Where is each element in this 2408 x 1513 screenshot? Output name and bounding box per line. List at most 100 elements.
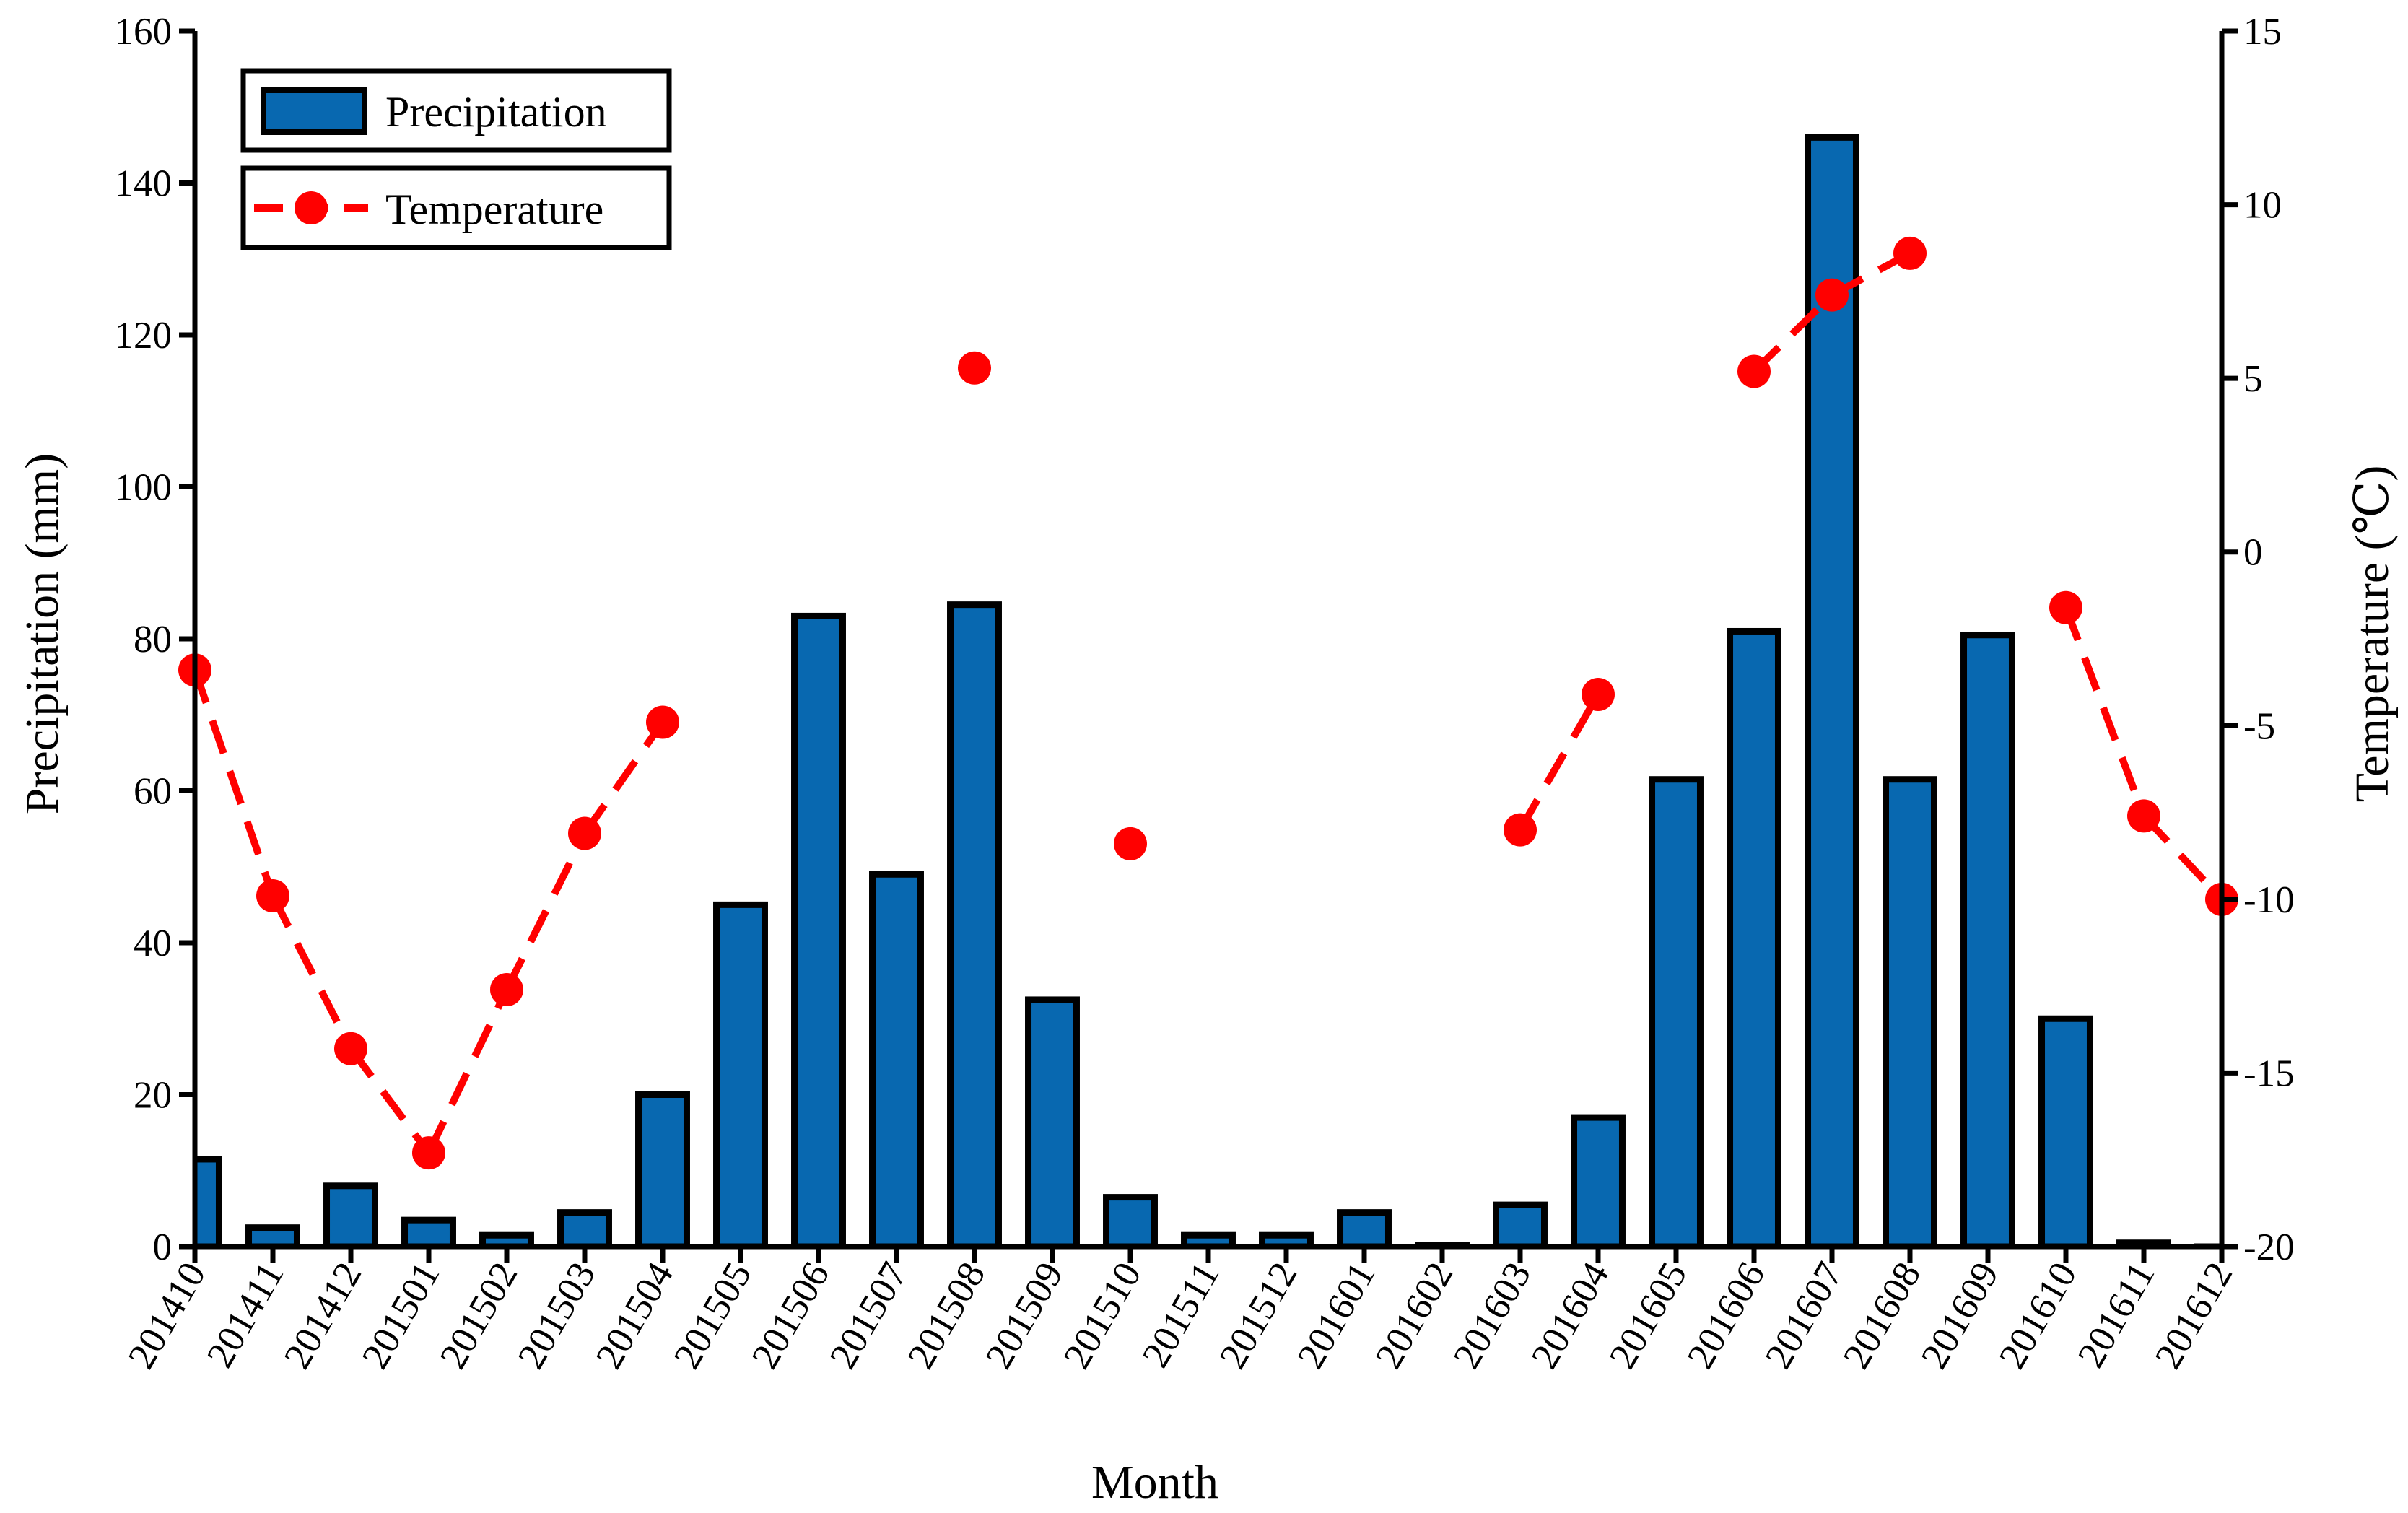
- bar-201608: [1883, 776, 1937, 1247]
- left-tick-label: 160: [115, 11, 173, 53]
- left-tick-label: 0: [153, 1226, 173, 1268]
- bar-201509: [1025, 996, 1080, 1247]
- x-tick-label: 201508: [900, 1255, 994, 1376]
- temp-point-201611: [2127, 799, 2160, 833]
- x-tick-label: 201610: [1992, 1255, 2085, 1376]
- x-tick-label: 201506: [744, 1255, 838, 1376]
- temp-segment-201502: [503, 832, 588, 992]
- legend: Precipitation Temperature: [240, 68, 672, 250]
- legend-swatch-precipitation: [261, 87, 367, 135]
- right-tick-label: 5: [2243, 358, 2263, 400]
- x-tick-label: 201611: [2070, 1255, 2163, 1374]
- temp-point-201501: [412, 1136, 445, 1170]
- x-axis-title: Month: [1091, 1456, 1218, 1509]
- left-tick-label: 140: [115, 163, 173, 205]
- legend-label-temperature: Temperature: [385, 186, 603, 233]
- x-tick-label: 201512: [1212, 1255, 1306, 1376]
- bar-201606: [1727, 627, 1781, 1247]
- x-tick-label: 201604: [1524, 1255, 1618, 1376]
- bar-201501: [401, 1216, 456, 1247]
- x-tick-label: 201608: [1836, 1255, 1929, 1376]
- temp-segment-201603: [1517, 692, 1602, 832]
- left-tick-label: 60: [134, 771, 172, 813]
- bar-201603: [1493, 1201, 1548, 1247]
- right-tick-label: 10: [2243, 185, 2282, 227]
- x-tick-label: 201609: [1914, 1255, 2007, 1376]
- bar-201607: [1805, 134, 1859, 1247]
- x-tick-label: 201510: [1056, 1255, 1150, 1376]
- temp-point-201503: [568, 816, 601, 850]
- temp-point-201508: [958, 351, 991, 385]
- right-tick-label: 0: [2243, 532, 2263, 574]
- right-tick-label: -10: [2243, 879, 2295, 921]
- temp-segment-201411: [269, 894, 354, 1051]
- x-tick-label: 201504: [588, 1255, 682, 1376]
- bar-201601: [1337, 1209, 1392, 1247]
- temp-segment-201410: [191, 668, 276, 897]
- bar-201510: [1103, 1194, 1158, 1247]
- left-tick-label: 120: [115, 315, 173, 357]
- left-axis-ticks: 0 20 40 60 80 100 120 140 160: [115, 11, 195, 1268]
- legend-marker-temperature: [295, 191, 328, 224]
- x-tick-label: 201601: [1290, 1255, 1384, 1376]
- x-tick-label: 201607: [1758, 1255, 1851, 1376]
- bar-201605: [1649, 776, 1704, 1247]
- temperature-line: [178, 236, 2238, 1170]
- left-axis-title: Precipitation (mm): [16, 453, 69, 814]
- temp-point-201510: [1114, 827, 1147, 860]
- bar-201508: [947, 601, 1002, 1247]
- x-tick-label: 201511: [1135, 1255, 1228, 1374]
- temp-point-201504: [646, 705, 679, 739]
- x-tick-label: 201507: [822, 1255, 916, 1376]
- bar-201502: [479, 1231, 534, 1247]
- right-axis-ticks: -20 -15 -10 -5 0 5 10 15: [2222, 11, 2295, 1268]
- bar-201512: [1259, 1231, 1314, 1247]
- temp-point-201502: [490, 972, 523, 1006]
- left-tick-label: 100: [115, 467, 173, 509]
- temp-point-201603: [1504, 813, 1537, 847]
- left-tick-label: 40: [134, 923, 172, 964]
- temp-point-201411: [256, 879, 289, 913]
- temp-point-201606: [1737, 354, 1771, 388]
- bar-201610: [2038, 1015, 2093, 1247]
- temp-segment-201610: [2062, 606, 2147, 818]
- x-tick-label: 201501: [354, 1255, 448, 1376]
- right-tick-label: 15: [2243, 11, 2282, 53]
- right-tick-label: -15: [2243, 1052, 2295, 1094]
- x-tick-label: 201411: [199, 1255, 292, 1374]
- right-tick-label: -20: [2243, 1226, 2295, 1268]
- x-tick-label: 201612: [2147, 1255, 2241, 1376]
- bar-201411: [245, 1224, 300, 1247]
- bar-201504: [635, 1091, 690, 1247]
- x-tick-label: 201605: [1602, 1255, 1696, 1376]
- x-tick-label: 201505: [666, 1255, 760, 1376]
- bar-201503: [557, 1209, 612, 1247]
- temp-point-201607: [1815, 278, 1849, 312]
- temp-segment-201501: [425, 987, 510, 1155]
- bar-201609: [1960, 632, 2015, 1247]
- x-tick-label: 201606: [1680, 1255, 1774, 1376]
- temp-point-201412: [334, 1032, 367, 1065]
- right-tick-label: -5: [2243, 705, 2275, 747]
- left-tick-label: 20: [134, 1075, 172, 1117]
- precipitation-bars: [195, 134, 2222, 1247]
- left-tick-label: 80: [134, 619, 172, 660]
- temp-segment-201412: [347, 1046, 432, 1156]
- right-axis-title: Temperature (℃): [2346, 466, 2399, 803]
- bar-201412: [323, 1182, 378, 1247]
- bar-201505: [713, 901, 768, 1247]
- bar-201507: [869, 871, 924, 1247]
- x-tick-label: 201503: [510, 1255, 604, 1376]
- legend-label-precipitation: Precipitation: [385, 88, 607, 136]
- bar-201604: [1571, 1114, 1626, 1247]
- temp-point-201604: [1582, 677, 1615, 711]
- x-axis-ticks: 2014102014112014122015012015022015032015…: [121, 1247, 2241, 1376]
- x-tick-label: 201502: [432, 1255, 526, 1376]
- x-tick-label: 201410: [121, 1255, 214, 1376]
- temp-segment-201611: [2141, 813, 2225, 902]
- x-tick-label: 201602: [1368, 1255, 1462, 1376]
- temp-segment-201606: [1751, 292, 1835, 375]
- x-tick-label: 201412: [276, 1255, 370, 1376]
- temp-segment-201503: [581, 720, 666, 836]
